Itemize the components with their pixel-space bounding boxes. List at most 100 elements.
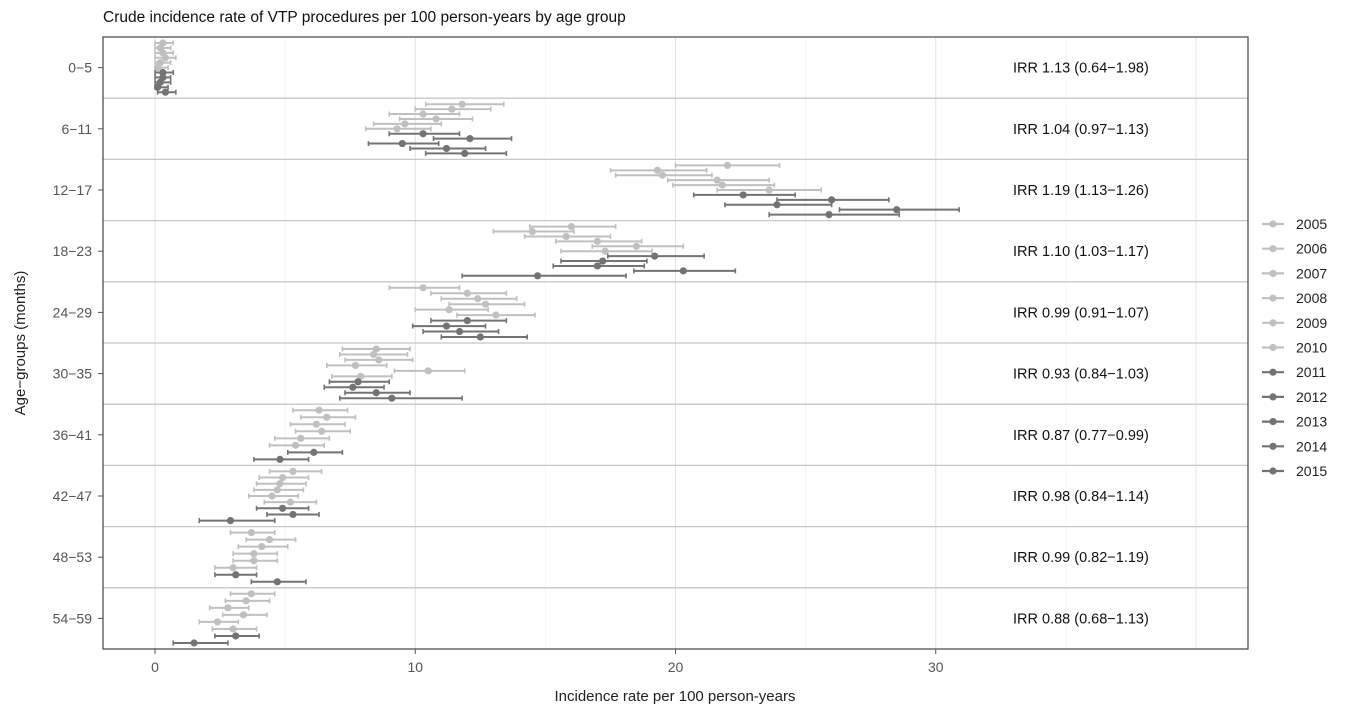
y-tick-label: 12−17 <box>53 182 93 198</box>
irr-label: IRR 0.88 (0.68−1.13) <box>1013 611 1149 627</box>
x-tick-label: 20 <box>668 659 684 675</box>
data-point-2007 <box>276 480 284 488</box>
data-point-2006 <box>370 350 378 359</box>
data-point-2005 <box>247 590 255 598</box>
data-point-2009 <box>632 242 641 250</box>
data-point-2006 <box>265 536 274 544</box>
data-point-2007 <box>419 110 427 118</box>
irr-label: IRR 0.99 (0.91−1.07) <box>1013 305 1149 321</box>
data-point-2007 <box>258 543 266 551</box>
data-point-2014 <box>476 333 484 341</box>
data-point-2005 <box>419 284 427 292</box>
data-point-2011 <box>232 571 240 579</box>
data-point-2013 <box>226 517 235 525</box>
data-point-2009 <box>297 434 305 442</box>
data-point-2006 <box>463 289 471 297</box>
data-point-2012 <box>190 639 198 647</box>
data-point-2009 <box>401 120 409 128</box>
legend-label-2015: 2015 <box>1296 463 1327 479</box>
legend: 2005 2006 2007 2008 2009 2010 2011 2012 2013 2014… <box>1262 216 1327 479</box>
data-point-2014 <box>893 206 901 214</box>
data-point-2006 <box>448 105 456 113</box>
legend-marker <box>1269 467 1277 475</box>
data-point-2010 <box>765 186 773 194</box>
y-axis-title: Age−groups (months) <box>12 271 29 416</box>
data-point-2009 <box>718 181 726 189</box>
irr-label: IRR 0.99 (0.82−1.19) <box>1013 550 1149 566</box>
legend-label-2009: 2009 <box>1296 315 1327 331</box>
data-point-2014 <box>154 83 162 91</box>
data-point-2012 <box>828 196 836 204</box>
y-tick-label: 54−59 <box>53 610 93 626</box>
legend-marker <box>1269 368 1277 376</box>
data-point-2006 <box>323 413 331 421</box>
data-point-2010 <box>601 247 609 255</box>
data-point-2008 <box>273 486 281 494</box>
y-tick-label: 42−47 <box>53 488 93 504</box>
legend-label-2011: 2011 <box>1296 364 1326 380</box>
y-tick-label: 30−35 <box>53 366 93 382</box>
legend-label-2005: 2005 <box>1296 216 1327 232</box>
data-point-2008 <box>432 115 440 123</box>
data-point-2011 <box>651 252 659 260</box>
data-point-2013 <box>593 262 602 270</box>
irr-label: IRR 1.13 (0.64−1.98) <box>1013 61 1149 77</box>
data-point-2007 <box>224 604 232 612</box>
data-point-2006 <box>653 166 661 174</box>
data-point-2006 <box>278 473 287 482</box>
data-point-2015 <box>533 272 542 280</box>
data-point-2009 <box>250 557 258 565</box>
data-point-2010 <box>291 441 300 449</box>
data-point-2015 <box>825 211 833 219</box>
data-point-2011 <box>419 130 427 138</box>
data-point-2009 <box>445 306 453 314</box>
data-point-2011 <box>354 378 362 386</box>
data-point-2012 <box>466 135 474 143</box>
legend-label-2010: 2010 <box>1296 340 1327 356</box>
data-point-2011 <box>463 317 471 325</box>
data-point-2007 <box>375 356 383 364</box>
data-point-2011 <box>232 632 240 640</box>
data-point-2008 <box>351 361 360 369</box>
data-point-2011 <box>159 68 167 77</box>
irr-label: IRR 0.93 (0.84−1.03) <box>1013 367 1149 383</box>
y-tick-label: 48−53 <box>53 549 93 565</box>
y-tick-label: 24−29 <box>53 304 93 320</box>
data-point-2007 <box>474 295 482 303</box>
y-tick-label: 18−23 <box>53 243 93 259</box>
data-point-2012 <box>276 455 284 463</box>
data-point-2008 <box>481 300 490 308</box>
data-point-2013 <box>455 327 464 336</box>
y-tick-label: 36−41 <box>53 427 93 443</box>
legend-label-2013: 2013 <box>1296 414 1327 430</box>
legend-marker <box>1269 319 1277 327</box>
legend-label-2006: 2006 <box>1296 241 1327 257</box>
irr-label: IRR 1.10 (1.03−1.17) <box>1013 244 1149 260</box>
plot-area: 0−5 IRR 1.13 (0.64−1.98) 6−11 IRR 1.04 (0.9… <box>53 36 1249 675</box>
data-point-2013 <box>372 389 380 397</box>
legend-marker <box>1269 442 1277 450</box>
legend-label-2012: 2012 <box>1296 389 1327 405</box>
irr-label: IRR 1.19 (1.13−1.26) <box>1013 183 1149 199</box>
irr-label: IRR 0.87 (0.77−0.99) <box>1013 428 1149 444</box>
data-point-2005 <box>247 529 255 537</box>
y-tick-label: 0−5 <box>68 60 92 76</box>
data-point-2007 <box>562 232 570 241</box>
data-point-2008 <box>317 427 326 435</box>
data-point-2009 <box>268 492 276 500</box>
data-point-2012 <box>289 510 297 519</box>
legend-label-2008: 2008 <box>1296 290 1327 306</box>
data-point-2007 <box>658 171 667 179</box>
data-point-2013 <box>773 201 781 209</box>
data-point-2008 <box>161 54 170 62</box>
irr-label: IRR 0.98 (0.84−1.14) <box>1013 489 1149 505</box>
data-point-2009 <box>424 367 432 375</box>
data-point-2006 <box>528 227 536 236</box>
legend-marker <box>1269 294 1277 302</box>
x-tick-label: 0 <box>151 659 159 675</box>
data-point-2006 <box>242 597 250 605</box>
data-point-2008 <box>593 237 602 245</box>
data-point-2005 <box>315 406 323 414</box>
